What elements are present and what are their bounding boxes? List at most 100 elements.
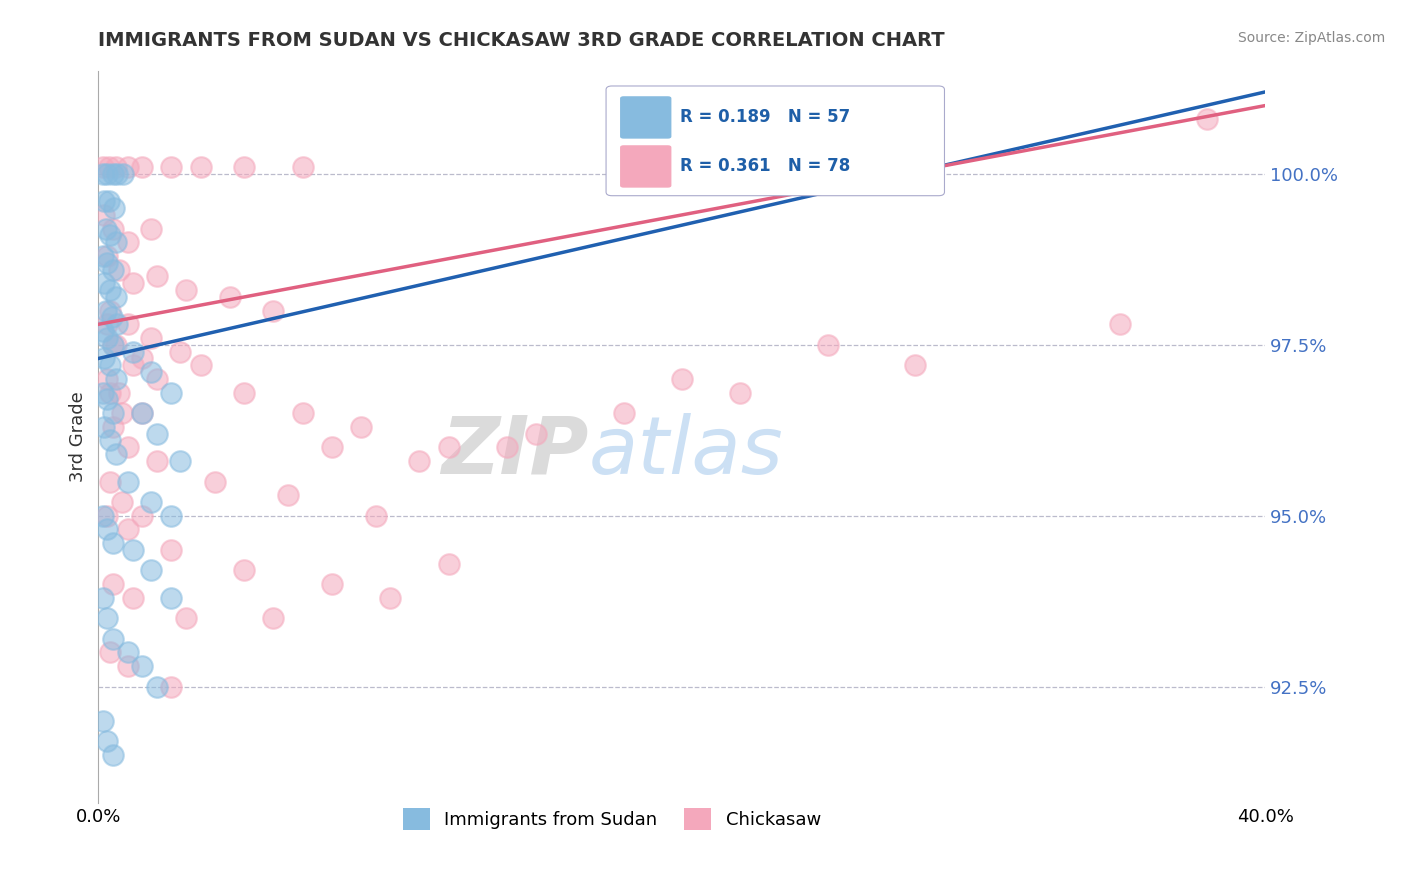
Point: [160, 160, 183, 174]
Point: [277, 488, 299, 502]
Point: [204, 475, 226, 489]
Point: [122, 277, 145, 291]
Point: [671, 372, 693, 386]
Point: [160, 385, 183, 400]
FancyBboxPatch shape: [620, 145, 672, 187]
Point: [91, 324, 114, 338]
Point: [117, 645, 139, 659]
Point: [91, 160, 114, 174]
Point: [96, 508, 118, 523]
Point: [364, 508, 387, 523]
Point: [96, 522, 118, 536]
Point: [98, 475, 121, 489]
Point: [117, 522, 139, 536]
Point: [160, 542, 183, 557]
Point: [350, 420, 373, 434]
Point: [104, 338, 127, 352]
Point: [169, 344, 191, 359]
Point: [291, 160, 314, 174]
Point: [160, 591, 183, 605]
Point: [321, 440, 343, 454]
Point: [98, 283, 121, 297]
Legend: Immigrants from Sudan, Chickasaw: Immigrants from Sudan, Chickasaw: [395, 801, 828, 838]
Point: [131, 659, 153, 673]
Point: [93, 277, 115, 291]
Point: [98, 359, 121, 373]
Text: IMMIGRANTS FROM SUDAN VS CHICKASAW 3RD GRADE CORRELATION CHART: IMMIGRANTS FROM SUDAN VS CHICKASAW 3RD G…: [98, 31, 945, 50]
Point: [380, 591, 402, 605]
Point: [93, 420, 115, 434]
Point: [291, 406, 314, 420]
Point: [131, 508, 153, 523]
Point: [117, 160, 139, 174]
Point: [1108, 318, 1130, 332]
Point: [408, 454, 430, 468]
Point: [96, 372, 118, 386]
Point: [91, 591, 114, 605]
Point: [108, 262, 131, 277]
Point: [131, 406, 153, 420]
Point: [263, 303, 285, 318]
Point: [91, 714, 114, 728]
Point: [101, 747, 124, 762]
Text: R = 0.189   N = 57: R = 0.189 N = 57: [679, 109, 849, 127]
Point: [94, 221, 117, 235]
Point: [122, 359, 145, 373]
Point: [104, 447, 127, 461]
Point: [93, 194, 115, 209]
Point: [98, 228, 121, 243]
Point: [122, 344, 145, 359]
Point: [104, 160, 127, 174]
Text: ZIP: ZIP: [441, 413, 589, 491]
Point: [91, 167, 114, 181]
Point: [98, 645, 121, 659]
Point: [160, 680, 183, 694]
Point: [105, 167, 128, 181]
Point: [103, 201, 125, 215]
Point: [146, 426, 169, 441]
Point: [93, 208, 115, 222]
Point: [101, 167, 124, 181]
Point: [904, 359, 927, 373]
Point: [98, 303, 121, 318]
Point: [190, 359, 212, 373]
Point: [117, 235, 139, 250]
Point: [96, 249, 118, 263]
Point: [101, 406, 124, 420]
Point: [91, 385, 114, 400]
Point: [524, 426, 547, 441]
Point: [98, 385, 121, 400]
Point: [96, 392, 118, 407]
Point: [117, 475, 139, 489]
Point: [174, 283, 197, 297]
Point: [101, 577, 124, 591]
Point: [131, 406, 153, 420]
Point: [437, 440, 460, 454]
Point: [117, 440, 139, 454]
FancyBboxPatch shape: [620, 96, 672, 138]
Point: [139, 221, 162, 235]
Point: [108, 385, 131, 400]
Point: [101, 338, 124, 352]
Point: [96, 611, 118, 625]
Point: [146, 372, 169, 386]
Point: [263, 611, 285, 625]
Point: [104, 372, 127, 386]
Point: [160, 508, 183, 523]
Point: [101, 262, 124, 277]
Point: [97, 160, 120, 174]
Point: [233, 160, 256, 174]
Point: [112, 167, 135, 181]
Point: [131, 351, 153, 366]
Point: [101, 632, 124, 646]
Point: [93, 351, 115, 366]
Point: [139, 563, 162, 577]
FancyBboxPatch shape: [606, 86, 945, 195]
Point: [122, 591, 145, 605]
Text: R = 0.361   N = 78: R = 0.361 N = 78: [679, 158, 849, 176]
Point: [111, 495, 134, 509]
Point: [233, 385, 256, 400]
Point: [117, 318, 139, 332]
Point: [122, 542, 145, 557]
Point: [131, 160, 153, 174]
